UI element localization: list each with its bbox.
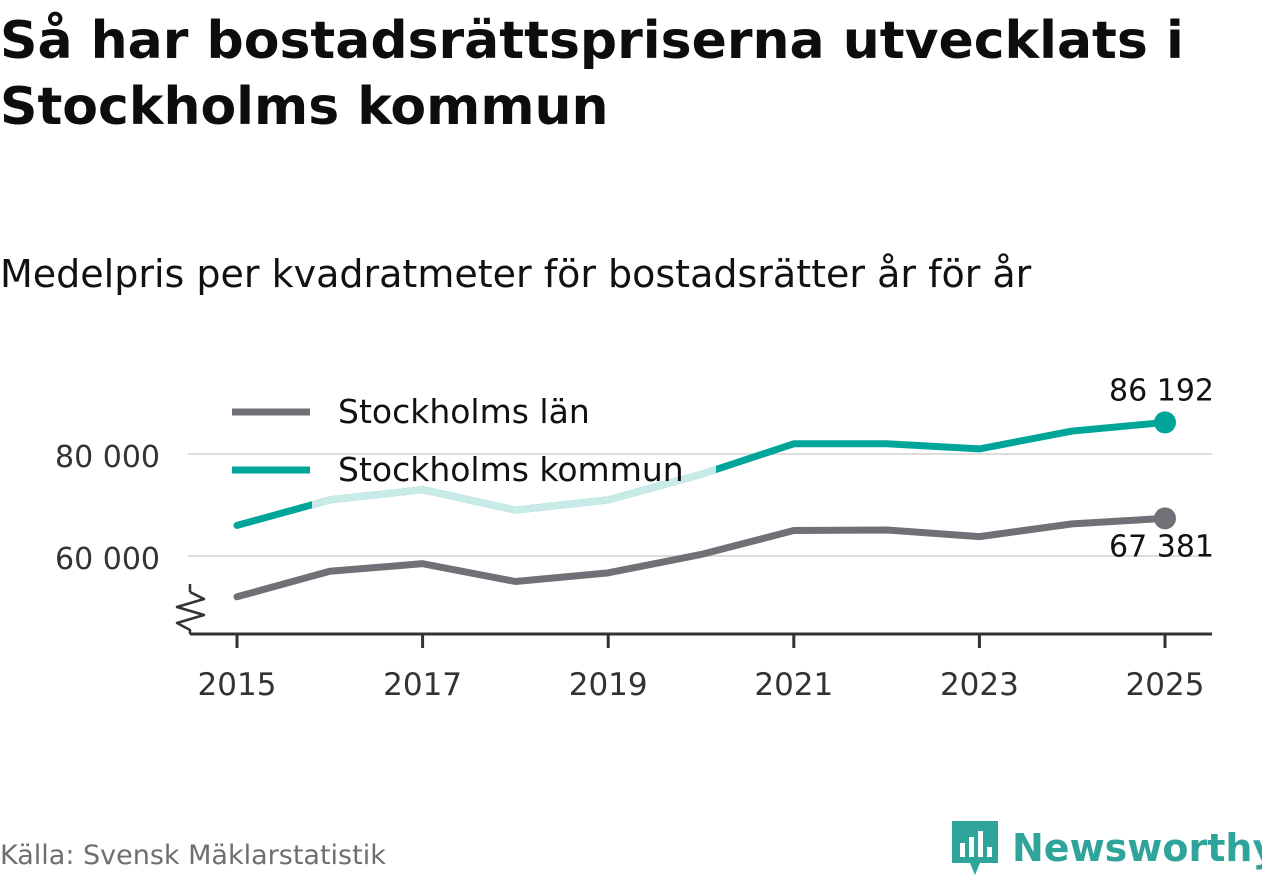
- x-tick-label: 2019: [569, 667, 648, 703]
- legend-label-kommun: Stockholms kommun: [338, 450, 684, 489]
- x-tick-label: 2023: [940, 667, 1019, 703]
- x-tick-label: 2025: [1126, 667, 1205, 703]
- legend-label-lan: Stockholms län: [338, 392, 590, 431]
- axes: 60 000 80 000 2015 2017 2019 2021 2023 2025: [55, 440, 1212, 703]
- brand-name: Newsworthy: [1012, 826, 1262, 870]
- x-tick-label: 2021: [754, 667, 833, 703]
- series-line-stockholms-kommun-faded: [312, 465, 716, 514]
- brand-logo: Newsworthy: [950, 818, 1262, 878]
- legend: Stockholms län Stockholms kommun: [232, 392, 684, 489]
- x-tick-label: 2017: [383, 667, 462, 703]
- x-tick-label: 2015: [198, 667, 277, 703]
- series-line-stockholms-lan: [233, 514, 1169, 601]
- end-point-stockholms-lan: [1154, 507, 1176, 530]
- line-chart: 60 000 80 000 2015 2017 2019 2021 2023 2025 86 …: [55, 373, 1214, 703]
- y-tick-label: 60 000: [55, 542, 160, 577]
- source-note: Källa: Svensk Mäklarstatistik: [0, 840, 386, 871]
- chart-subtitle: Medelpris per kvadratmeter för bostadsrä…: [0, 252, 1032, 296]
- newsworthy-logo-icon: [952, 821, 998, 875]
- y-tick-label: 80 000: [55, 440, 160, 475]
- end-point-stockholms-kommun: [1154, 411, 1176, 434]
- series: 86 192 67 381: [233, 373, 1214, 601]
- chart-title: Så har bostadsrättspriserna utvecklats i…: [0, 11, 1184, 137]
- axis-break-zigzag: [175, 590, 206, 634]
- end-label-stockholms-kommun: 86 192: [1109, 373, 1214, 408]
- end-label-stockholms-lan: 67 381: [1109, 529, 1214, 564]
